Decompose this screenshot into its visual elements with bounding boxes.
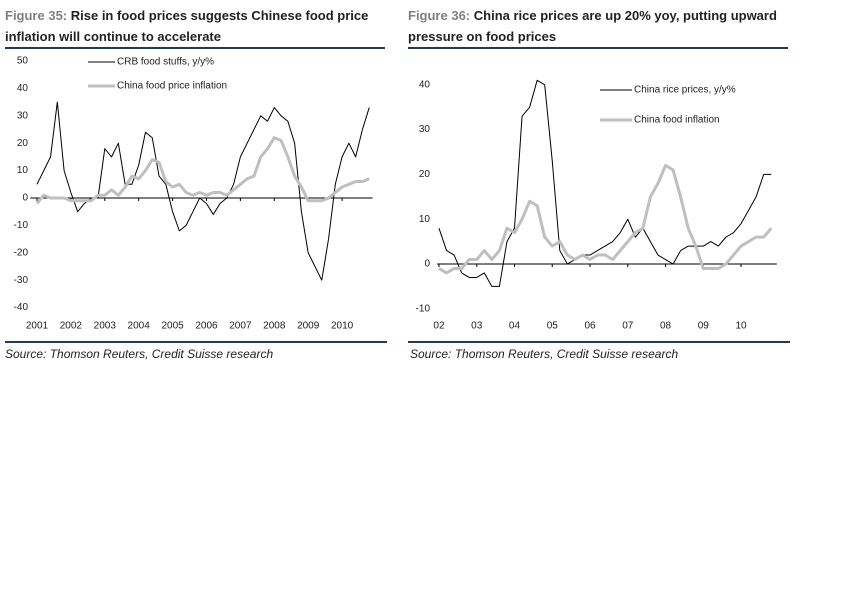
y-tick-label: 50 — [17, 56, 29, 67]
x-tick-label: 05 — [547, 321, 559, 332]
x-tick-label: 10 — [735, 321, 747, 332]
x-tick-label: 2008 — [263, 321, 286, 332]
y-tick-label: 10 — [17, 165, 29, 176]
x-tick-label: 02 — [433, 321, 445, 332]
y-tick-label: -10 — [416, 303, 431, 314]
x-tick-label: 2003 — [94, 321, 117, 332]
x-tick-label: 08 — [660, 321, 672, 332]
x-tick-label: 2001 — [26, 321, 49, 332]
legend-label: China food inflation — [634, 115, 720, 126]
series-line — [35, 136, 370, 205]
x-tick-label: 2007 — [229, 321, 252, 332]
figure-heading: Figure 35: Rise in food prices suggests … — [5, 5, 385, 49]
y-tick-label: 30 — [419, 124, 431, 135]
y-tick-label: 40 — [419, 79, 431, 90]
y-tick-label: -20 — [14, 247, 29, 258]
legend-label: China rice prices, y/y% — [634, 85, 736, 96]
series-line — [438, 163, 773, 275]
x-tick-label: 07 — [622, 321, 634, 332]
source-note: Source: Thomson Reuters, Credit Suisse r… — [410, 347, 679, 361]
x-tick-label: 04 — [509, 321, 521, 332]
y-tick-label: -10 — [14, 220, 29, 231]
x-tick-label: 06 — [584, 321, 596, 332]
x-tick-label: 2009 — [297, 321, 320, 332]
series-line — [36, 101, 370, 281]
y-tick-label: -30 — [14, 275, 29, 286]
y-tick-label: 10 — [419, 214, 431, 225]
legend-label: China food price inflation — [117, 81, 227, 92]
x-tick-label: 03 — [471, 321, 483, 332]
source-note: Source: Thomson Reuters, Credit Suisse r… — [5, 347, 274, 361]
y-tick-label: 20 — [17, 138, 29, 149]
x-tick-label: 2005 — [161, 321, 184, 332]
x-tick-label: 2010 — [331, 321, 354, 332]
x-tick-label: 09 — [698, 321, 710, 332]
x-tick-label: 2002 — [60, 321, 83, 332]
y-tick-label: 40 — [17, 83, 29, 94]
chart-title: Rise in food prices suggests Chinese foo… — [5, 8, 369, 44]
x-tick-label: 2006 — [195, 321, 218, 332]
y-tick-label: 30 — [17, 110, 29, 121]
chart-title: China rice prices are up 20% yoy, puttin… — [408, 8, 777, 44]
series-line — [438, 79, 772, 287]
figure-heading: Figure 36: China rice prices are up 20% … — [408, 5, 788, 49]
y-tick-label: -40 — [14, 302, 29, 313]
y-tick-label: 0 — [424, 259, 430, 270]
figure-label: Figure 36: — [408, 8, 471, 23]
legend-label: CRB food stuffs, y/y% — [117, 57, 214, 68]
x-tick-label: 2004 — [128, 321, 151, 332]
y-tick-label: 0 — [22, 193, 28, 204]
y-tick-label: 20 — [419, 169, 431, 180]
figure-label: Figure 35: — [5, 8, 68, 23]
